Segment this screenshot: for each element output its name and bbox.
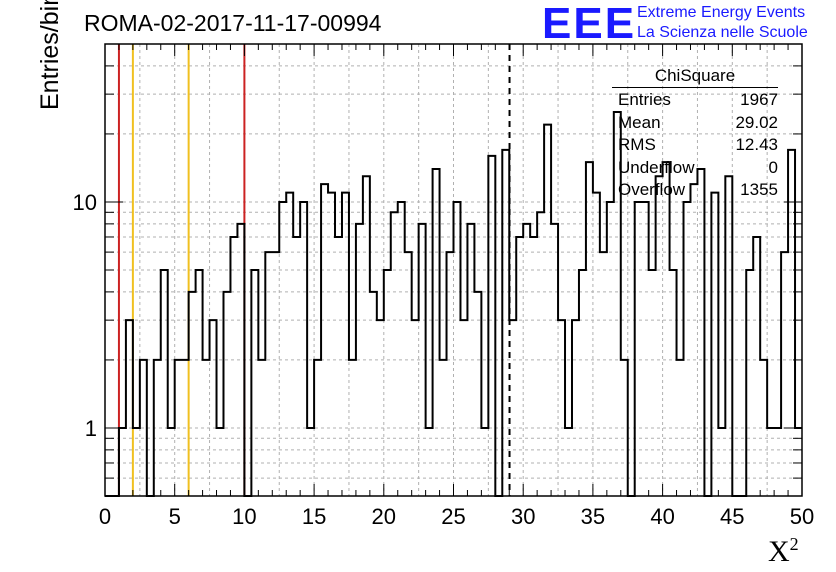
histogram-bin	[251, 270, 258, 496]
histogram-bin	[223, 292, 230, 496]
histogram-bin	[558, 320, 565, 496]
stats-row: RMS 12.43	[618, 135, 778, 154]
histogram-bin	[405, 252, 412, 496]
histogram-bin	[474, 292, 481, 496]
histogram-bin	[684, 202, 691, 496]
stats-row: Entries 1967	[618, 90, 778, 109]
x-tick-label: 5	[169, 504, 181, 529]
y-tick-label: 1	[85, 416, 97, 441]
histogram-bin	[161, 270, 168, 496]
histogram-bin	[335, 237, 342, 496]
y-tick-label: 10	[73, 190, 97, 215]
histogram-bin	[649, 270, 656, 496]
histogram-bin	[635, 202, 642, 496]
histogram-bin	[488, 156, 495, 496]
stats-row: Underflow 0	[618, 157, 778, 177]
histogram-bin	[607, 202, 614, 496]
x-tick-label: 35	[581, 504, 605, 529]
x-tick-label: 40	[650, 504, 674, 529]
x-axis-label: X2	[768, 534, 799, 568]
histogram-bin	[300, 202, 307, 496]
histogram-bin	[279, 202, 286, 496]
x-tick-label: 15	[302, 504, 326, 529]
histogram-bin	[572, 320, 579, 496]
stats-row: Overflow 1355	[618, 180, 778, 199]
histogram-bin	[447, 252, 454, 496]
histogram-bin	[460, 320, 467, 496]
histogram-bin	[516, 237, 523, 496]
histogram-bin	[537, 212, 544, 496]
logo-line-2: La Scienza nelle Scuole	[637, 24, 808, 41]
histogram-bin	[272, 252, 279, 496]
logo-line-1: Extreme Energy Events	[637, 4, 806, 21]
histogram-bin	[286, 193, 293, 496]
histogram-bin	[697, 169, 704, 496]
histogram-bin	[230, 237, 237, 496]
stats-box: ChiSquare Entries 1967 Mean 29.02 RMS 12.43…	[612, 66, 778, 203]
histogram-bin	[210, 320, 217, 496]
stats-row: Mean 29.02	[618, 112, 778, 132]
x-tick-label: 10	[232, 504, 256, 529]
histogram-bin	[746, 270, 753, 496]
histogram-bin	[196, 270, 203, 496]
histogram-bin	[544, 125, 551, 496]
x-tick-label: 30	[511, 504, 535, 529]
histogram-bin	[370, 292, 377, 496]
x-tick-label: 0	[99, 504, 111, 529]
histogram-bin	[781, 252, 788, 496]
histogram-bin	[189, 292, 196, 496]
histogram-bin	[412, 320, 419, 496]
chart-title: ROMA-02-2017-11-17-00994	[84, 10, 382, 36]
stats-title: ChiSquare	[612, 66, 778, 88]
histogram-bin	[670, 270, 677, 496]
histogram-bin	[753, 237, 760, 496]
histogram-bin	[398, 202, 405, 496]
histogram-bin	[690, 184, 697, 496]
histogram-bin	[384, 270, 391, 496]
histogram-bin	[711, 193, 718, 496]
histogram-bin	[642, 202, 649, 496]
x-tick-label: 45	[720, 504, 744, 529]
eee-logo: EEE	[542, 0, 637, 48]
histogram-bin	[342, 193, 349, 496]
histogram-bin	[293, 237, 300, 496]
histogram-bin	[321, 184, 328, 496]
y-axis-label: Entries/bin	[36, 0, 64, 110]
histogram-bin	[454, 202, 461, 496]
x-tick-label: 50	[790, 504, 814, 529]
histogram-bin	[265, 252, 272, 496]
histogram-bin	[433, 169, 440, 496]
histogram-bin	[600, 252, 607, 496]
histogram-bin	[579, 270, 586, 496]
histogram-bin	[593, 193, 600, 496]
histogram-bin	[530, 237, 537, 496]
histogram-bin	[391, 212, 398, 496]
histogram-bin	[328, 193, 335, 496]
x-tick-label: 20	[372, 504, 396, 529]
histogram-bin	[126, 320, 133, 496]
histogram-bin	[377, 320, 384, 496]
histogram-series	[105, 111, 802, 497]
x-tick-label: 25	[441, 504, 465, 529]
